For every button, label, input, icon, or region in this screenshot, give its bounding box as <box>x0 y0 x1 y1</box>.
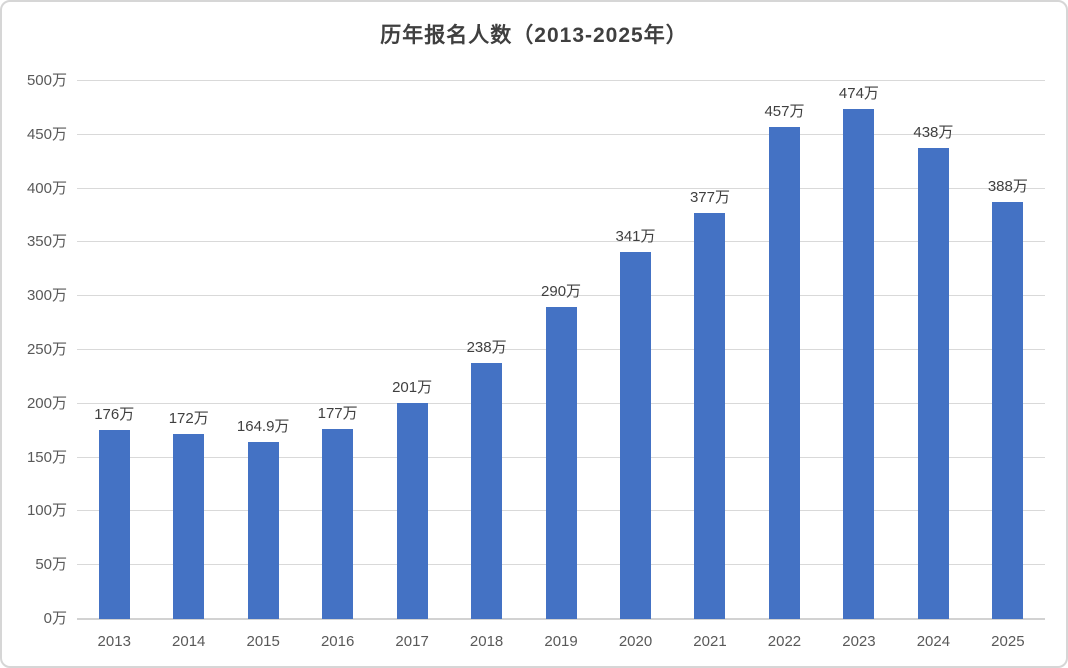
gridline <box>77 241 1045 243</box>
x-axis-tick-label: 2015 <box>246 633 280 650</box>
bar-2023 <box>843 108 875 619</box>
x-axis-tick-label: 2018 <box>469 633 504 650</box>
y-axis-tick-label: 350万 <box>26 233 67 251</box>
y-axis-tick-label: 450万 <box>26 125 67 143</box>
bar-value-label: 164.9万 <box>236 417 290 435</box>
y-axis-tick-label: 200万 <box>26 394 67 412</box>
gridline <box>77 187 1045 189</box>
bar-2016 <box>322 428 354 619</box>
bar-2015 <box>247 441 279 619</box>
bar-value-label: 388万 <box>987 177 1028 195</box>
bar-2014 <box>173 433 205 619</box>
x-axis-tick-label: 2024 <box>916 633 951 650</box>
x-axis-tick-label: 2021 <box>693 633 727 650</box>
gridline <box>77 295 1045 297</box>
bar-2025 <box>992 201 1024 619</box>
y-axis-tick-label: 0万 <box>43 610 67 627</box>
bar-2019 <box>545 306 577 619</box>
bar-value-label: 290万 <box>541 282 582 300</box>
x-axis-tick-label: 2019 <box>544 633 578 650</box>
y-axis-tick-label: 250万 <box>26 341 67 358</box>
bar-column-2018: 238万 <box>449 81 523 619</box>
bar-column-2016: 177万 <box>300 81 374 619</box>
bar-column-2019: 290万 <box>524 81 598 619</box>
x-axis-labels: 2013 2014 2015 2016 2017 2018 2019 2020 2021 2022… <box>77 633 1045 651</box>
bar-column-2023: 474万 <box>822 81 896 619</box>
bar-value-label: 377万 <box>689 189 730 207</box>
bar-value-label: 474万 <box>838 84 879 102</box>
plot-area: 176万 172万 164.9万 177万 201万 238万 290万 341万 377万 45… <box>77 80 1045 620</box>
bar-value-label: 177万 <box>317 404 358 422</box>
bar-column-2015: 164.9万 <box>226 81 300 619</box>
bar-column-2013: 176万 <box>77 81 151 619</box>
bar-value-label: 457万 <box>764 103 805 121</box>
bar-value-label: 176万 <box>94 405 135 423</box>
x-axis-tick-label: 2020 <box>618 633 653 650</box>
gridline <box>77 80 1045 81</box>
bar-column-2024: 438万 <box>896 81 970 619</box>
x-axis-tick-label: 2023 <box>842 633 876 650</box>
y-axis-tick-label: 300万 <box>26 287 67 305</box>
bar-column-2020: 341万 <box>598 81 672 619</box>
bar-value-label: 238万 <box>466 338 507 356</box>
bar-value-label: 438万 <box>913 123 954 141</box>
bar-column-2021: 377万 <box>673 81 747 619</box>
bar-2021 <box>694 213 726 619</box>
gridline <box>77 133 1045 135</box>
y-axis-tick-label: 500万 <box>26 72 67 89</box>
bar-column-2017: 201万 <box>375 81 449 619</box>
y-axis-tick-label: 100万 <box>26 502 67 520</box>
bar-value-label: 341万 <box>615 228 656 246</box>
x-axis-line <box>77 618 1045 620</box>
x-axis-tick-label: 2022 <box>767 633 802 650</box>
bar-value-label: 172万 <box>168 409 209 427</box>
bar-column-2025: 388万 <box>971 81 1045 619</box>
bar-column-2014: 172万 <box>151 81 225 619</box>
y-axis-tick-label: 400万 <box>26 179 67 197</box>
bar-2022 <box>768 127 800 619</box>
y-axis-tick-label: 50万 <box>35 556 67 574</box>
bars-row: 176万 172万 164.9万 177万 201万 238万 290万 341万 377万 45… <box>77 81 1045 619</box>
bar-2017 <box>396 402 428 619</box>
x-axis-tick-label: 2017 <box>395 633 429 650</box>
bar-value-label: 201万 <box>392 378 433 396</box>
bar-2013 <box>98 429 130 619</box>
bar-2024 <box>917 147 949 619</box>
x-axis-tick-label: 2016 <box>320 633 355 650</box>
chart-title: 历年报名人数（2013-2025年） <box>380 24 688 47</box>
x-axis-tick-label: 2014 <box>172 633 206 650</box>
bar-column-2022: 457万 <box>747 81 821 619</box>
y-axis-tick-label: 150万 <box>26 448 67 466</box>
x-axis-tick-label: 2025 <box>991 633 1025 650</box>
bar-2020 <box>620 252 652 619</box>
x-axis-tick-label: 2013 <box>97 633 131 650</box>
bar-2018 <box>471 362 503 619</box>
